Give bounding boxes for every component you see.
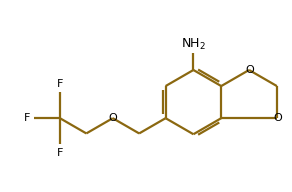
- Text: O: O: [273, 113, 282, 123]
- Text: NH$_2$: NH$_2$: [181, 36, 206, 52]
- Text: F: F: [57, 79, 63, 89]
- Text: O: O: [245, 65, 254, 75]
- Text: F: F: [57, 148, 63, 158]
- Text: F: F: [24, 113, 30, 123]
- Text: O: O: [108, 113, 117, 123]
